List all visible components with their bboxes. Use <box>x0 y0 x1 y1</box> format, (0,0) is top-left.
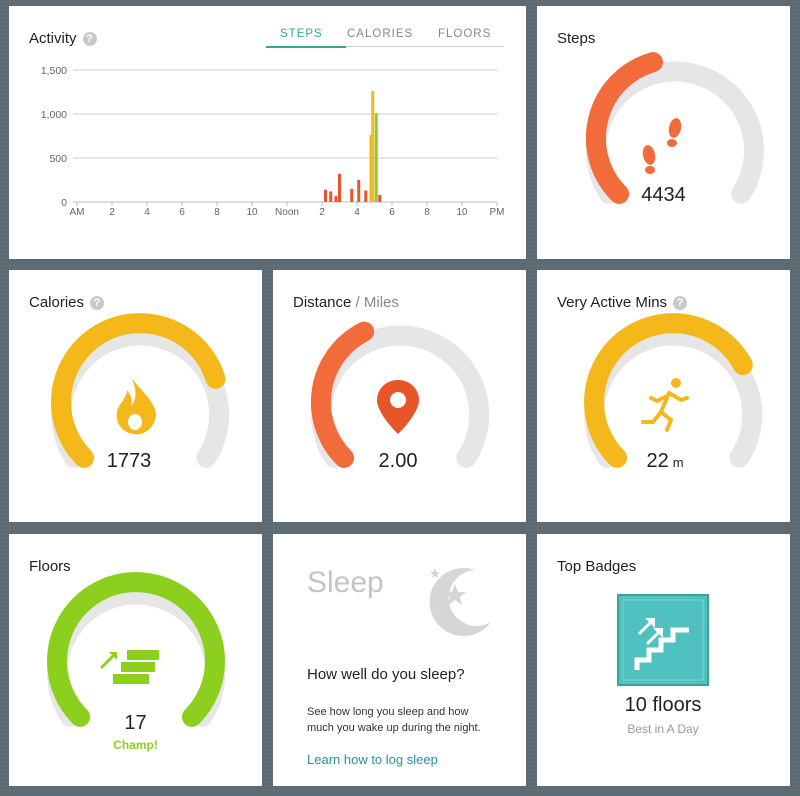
activity-tabs: STEPS CALORIES FLOORS <box>266 28 504 48</box>
y-tick-label: 0 <box>61 197 67 209</box>
distance-gauge <box>310 321 490 468</box>
activity-bar <box>374 113 378 202</box>
floors-value: 17 <box>124 712 147 734</box>
x-tick-label: 10 <box>456 207 468 218</box>
active-mins-title-text: Very Active Mins <box>557 294 668 311</box>
activity-bar <box>371 91 375 202</box>
badges-tile: Top Badges 10 floors Best in A Day <box>537 534 790 786</box>
activity-bar <box>369 135 373 202</box>
distance-value: 2.00 <box>378 450 418 472</box>
running-person-icon <box>641 378 689 432</box>
moon-stars-icon <box>429 567 491 636</box>
flame-icon <box>116 378 156 435</box>
x-tick-label: Noon <box>275 207 299 218</box>
x-tick-label: 4 <box>354 207 360 218</box>
tab-floors[interactable]: FLOORS <box>438 28 492 40</box>
floors-gauge <box>47 572 226 727</box>
map-pin-icon <box>377 380 419 434</box>
learn-log-sleep-link[interactable]: Learn how to log sleep <box>307 752 438 767</box>
activity-bar <box>364 190 368 202</box>
x-tick-label: 10 <box>246 207 258 218</box>
sleep-description: See how long you sleep and how much you … <box>307 706 481 734</box>
distance-gauge-progress <box>310 321 375 468</box>
stairs-badge-icon[interactable] <box>617 594 709 686</box>
calories-gauge-progress <box>51 313 226 468</box>
floors-tile: Floors 17 Champ! <box>9 534 262 786</box>
distance-unit-label: / Miles <box>351 294 399 311</box>
distance-tile: Distance / Miles 2.00 <box>273 270 526 522</box>
sleep-question: How well do you sleep? <box>307 666 465 683</box>
footsteps-icon <box>642 118 682 174</box>
badge-title: 10 floors <box>624 694 702 716</box>
x-tick-label: 6 <box>179 207 185 218</box>
calories-gauge <box>51 313 230 468</box>
distance-title-text: Distance <box>293 294 352 311</box>
active-mins-gauge <box>584 313 763 468</box>
y-tick-label: 1,500 <box>41 65 67 77</box>
activity-title: Activity? <box>29 30 97 47</box>
y-tick-label: 500 <box>49 153 67 165</box>
floors-status: Champ! <box>113 738 158 752</box>
badge-subtitle: Best in A Day <box>627 722 699 736</box>
calories-title-text: Calories <box>29 294 85 311</box>
help-icon[interactable]: ? <box>673 296 688 310</box>
activity-tile: Activity? STEPS CALORIES FLOORS 0 500 1,00… <box>9 6 526 259</box>
active-mins-unit: m <box>672 455 684 470</box>
steps-title: Steps <box>557 30 596 47</box>
active-mins-title: Very Active Mins? <box>557 294 688 311</box>
x-tick-label: 6 <box>389 207 395 218</box>
calories-tile: Calories? 1773 <box>9 270 262 522</box>
x-tick-label: PM <box>490 207 505 218</box>
tab-calories[interactable]: CALORIES <box>347 28 414 40</box>
active-mins-gauge-progress <box>584 313 753 468</box>
steps-tile: Steps 4434 <box>537 6 790 259</box>
badges-title: Top Badges <box>557 558 637 575</box>
active-tab-indicator <box>266 46 346 48</box>
sleep-tile: Sleep How well do you sleep? See how lon… <box>273 534 526 786</box>
activity-bar <box>334 195 338 202</box>
steps-gauge <box>585 52 764 204</box>
active-mins-value: 22 m <box>537 450 793 473</box>
active-mins-number: 22 <box>646 450 669 472</box>
activity-bar <box>324 189 327 202</box>
sleep-title: Sleep <box>307 566 384 599</box>
help-icon[interactable]: ? <box>82 32 97 46</box>
x-tick-label: 8 <box>214 207 220 218</box>
distance-title: Distance / Miles <box>293 294 399 311</box>
floors-title: Floors <box>29 558 71 575</box>
steps-gauge-progress <box>585 52 663 204</box>
activity-bar <box>329 191 333 202</box>
steps-value: 4434 <box>641 184 686 206</box>
y-tick-label: 1,000 <box>41 109 67 121</box>
activity-bar <box>378 194 382 202</box>
activity-bar <box>357 180 361 202</box>
activity-bar <box>338 173 341 202</box>
tab-steps[interactable]: STEPS <box>280 28 323 40</box>
calories-value: 1773 <box>106 450 152 472</box>
x-tick-label: 2 <box>109 207 115 218</box>
help-icon[interactable]: ? <box>90 296 105 310</box>
x-tick-label: 2 <box>319 207 325 218</box>
calories-title: Calories? <box>29 294 105 311</box>
active-mins-tile: Very Active Mins? 22 m <box>537 270 790 522</box>
floors-gauge-progress <box>47 572 225 727</box>
x-tick-label: 8 <box>424 207 430 218</box>
x-tick-label: 4 <box>144 207 150 218</box>
activity-title-text: Activity <box>29 30 77 47</box>
x-tick-label: AM <box>70 207 85 218</box>
stairs-icon <box>99 650 159 684</box>
activity-chart: 0 500 1,000 1,500 AM 2 4 6 8 10 Noon 2 4 6 8 10 PM <box>41 65 505 218</box>
activity-bar <box>350 188 354 202</box>
